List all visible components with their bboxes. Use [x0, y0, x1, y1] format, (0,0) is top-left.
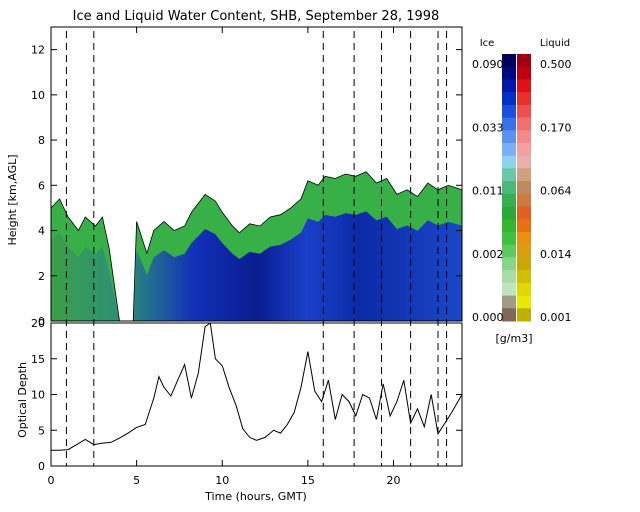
bottom-y-tick-label: 5: [38, 424, 45, 437]
colorbar-legend: Ice Liquid 0.090 0.033 0.011 0.002 0.000 0.5…: [472, 38, 572, 345]
bottom-y-axis: 0 5 10 15 20: [31, 317, 462, 473]
ice-color-swatch: [502, 244, 516, 258]
ice-color-swatch: [502, 270, 516, 284]
ice-colorbar-tick-label: 0.000: [472, 311, 504, 324]
liquid-colorbar: [517, 54, 531, 322]
liquid-colorbar-label: Liquid: [540, 38, 570, 49]
ice-color-swatch: [502, 143, 516, 157]
liquid-colorbar-ticks: 0.500 0.170 0.064 0.014 0.001: [540, 58, 572, 324]
x-axis-label: Time (hours, GMT): [204, 490, 307, 503]
liquid-color-swatch: [517, 257, 531, 271]
bottom-y-axis-label: Optical Depth: [16, 362, 29, 438]
time-markers: [65, 31, 448, 466]
liquid-color-swatch: [517, 130, 531, 144]
liquid-color-swatch: [517, 295, 531, 309]
top-chart-title: Ice and Liquid Water Content, SHB, Septe…: [73, 9, 440, 24]
colorbar-units: [g/m3]: [496, 332, 533, 345]
ice-colorbar-tick-label: 0.090: [472, 58, 504, 71]
ice-color-swatch: [502, 104, 516, 119]
ice-color-swatch: [502, 181, 516, 195]
ice-color-swatch: [502, 295, 516, 309]
liquid-color-swatch: [517, 219, 531, 233]
ice-color-swatch: [502, 219, 516, 233]
liquid-color-swatch: [517, 143, 531, 157]
top-y-tick-label: 4: [38, 225, 45, 238]
x-tick-label: 5: [133, 474, 140, 487]
liquid-color-swatch: [517, 282, 531, 297]
liquid-color-swatch: [517, 66, 531, 80]
liquid-color-swatch: [517, 181, 531, 195]
liquid-color-swatch: [517, 206, 531, 220]
cloud-region-core: [51, 211, 462, 321]
top-y-tick-label: 12: [31, 44, 45, 57]
ice-color-swatch: [502, 308, 516, 322]
ice-color-swatch: [502, 206, 516, 220]
cloud-field: [51, 171, 462, 321]
bottom-y-tick-label: 0: [38, 460, 45, 473]
ice-colorbar-tick-label: 0.011: [472, 185, 504, 198]
ice-colorbar-ticks: 0.090 0.033 0.011 0.002 0.000: [472, 58, 504, 324]
liquid-color-swatch: [517, 232, 531, 246]
x-tick-label: 10: [215, 474, 229, 487]
ice-color-swatch: [502, 282, 516, 297]
x-tick-label: 20: [387, 474, 401, 487]
ice-colorbar-label: Ice: [480, 38, 495, 49]
x-tick-label: 0: [48, 474, 55, 487]
liquid-colorbar-tick-label: 0.001: [540, 311, 572, 324]
top-y-tick-label: 10: [31, 89, 45, 102]
ice-colorbar: [502, 54, 516, 322]
cloud-top-contour: [51, 171, 462, 321]
ice-color-swatch: [502, 155, 516, 169]
ice-color-swatch: [502, 79, 516, 93]
ice-colorbar-tick-label: 0.002: [472, 248, 504, 261]
ice-color-swatch: [502, 66, 516, 80]
bottom-panel-frame: [50, 322, 463, 467]
ice-colorbar-tick-label: 0.033: [472, 121, 504, 134]
liquid-colorbar-tick-label: 0.170: [540, 121, 572, 134]
optical-depth-line: [51, 323, 462, 451]
top-y-tick-label: 8: [38, 134, 45, 147]
top-y-axis: 0 2 4 6 8 10 12: [31, 44, 462, 328]
bottom-y-tick-label: 20: [31, 317, 45, 330]
liquid-color-swatch: [517, 244, 531, 258]
ice-color-swatch: [502, 130, 516, 144]
liquid-color-swatch: [517, 54, 531, 68]
liquid-color-swatch: [517, 92, 531, 106]
liquid-color-swatch: [517, 193, 531, 208]
x-tick-label: 15: [301, 474, 315, 487]
ice-color-swatch: [502, 117, 516, 131]
liquid-color-swatch: [517, 308, 531, 322]
top-y-axis-label: Height [km,AGL]: [6, 154, 19, 245]
top-panel: 0 2 4 6 8 10 12 Height [km,AGL]: [6, 26, 463, 328]
ice-color-swatch: [502, 92, 516, 106]
liquid-color-swatch: [517, 104, 531, 119]
liquid-colorbar-tick-label: 0.064: [540, 185, 572, 198]
liquid-color-swatch: [517, 155, 531, 169]
liquid-colorbar-tick-label: 0.014: [540, 248, 572, 261]
top-y-tick-label: 6: [38, 179, 45, 192]
bottom-y-tick-label: 15: [31, 353, 45, 366]
top-y-tick-label: 0: [38, 315, 45, 328]
ice-color-swatch: [502, 54, 516, 68]
bottom-y-tick-label: 10: [31, 389, 45, 402]
top-y-tick-label: 2: [38, 270, 45, 283]
liquid-color-swatch: [517, 117, 531, 131]
liquid-color-swatch: [517, 270, 531, 284]
ice-color-swatch: [502, 232, 516, 246]
x-axis: 0 5 10 15 20: [48, 27, 401, 487]
ice-color-swatch: [502, 168, 516, 182]
liquid-color-swatch: [517, 168, 531, 182]
ice-color-swatch: [502, 193, 516, 208]
ice-color-swatch: [502, 257, 516, 271]
liquid-colorbar-tick-label: 0.500: [540, 58, 572, 71]
top-panel-frame: [50, 26, 463, 322]
liquid-color-swatch: [517, 79, 531, 93]
